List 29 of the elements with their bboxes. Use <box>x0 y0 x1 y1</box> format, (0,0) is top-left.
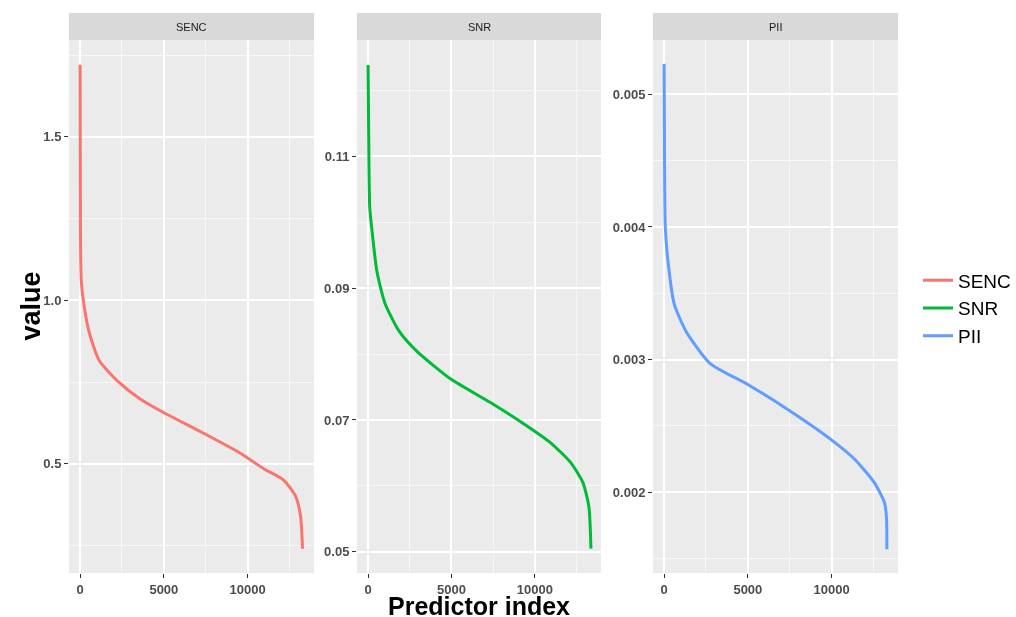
line-series <box>662 62 889 551</box>
x-tick-label: 5000 <box>149 581 179 597</box>
y-tick-label: 1.5 <box>43 129 62 145</box>
y-tick-label: 0.005 <box>612 86 646 102</box>
line-series <box>78 63 305 551</box>
legend-label: PII <box>958 326 982 348</box>
x-tick-label: 10000 <box>813 581 850 597</box>
y-tick-label: 0.002 <box>612 484 646 500</box>
x-tick-label: 5000 <box>733 581 763 597</box>
chart-title: SENC <box>176 21 207 33</box>
y-tick-label: 0.09 <box>324 280 350 296</box>
legend-label: SENC <box>958 270 1011 292</box>
y-tick-label: 0.003 <box>612 352 646 368</box>
x-tick-label: 0 <box>76 581 84 597</box>
x-tick-label: 5000 <box>437 581 466 597</box>
legend-label: SNR <box>958 298 999 320</box>
x-tick-label: 0 <box>660 581 668 597</box>
y-tick-label: 0.5 <box>43 456 62 472</box>
x-tick-label: 0 <box>364 581 372 597</box>
line-series <box>366 63 593 551</box>
x-tick-label: 10000 <box>516 581 553 597</box>
chart-title: SNR <box>468 21 492 33</box>
chart-title: PII <box>769 21 783 33</box>
x-tick-label: 10000 <box>229 581 266 597</box>
y-tick-label: 0.07 <box>324 412 350 428</box>
y-tick-label: 0.11 <box>324 148 350 164</box>
y-tick-label: 0.05 <box>324 544 350 560</box>
y-tick-label: 0.004 <box>612 219 647 235</box>
y-tick-label: 1.0 <box>43 292 62 308</box>
